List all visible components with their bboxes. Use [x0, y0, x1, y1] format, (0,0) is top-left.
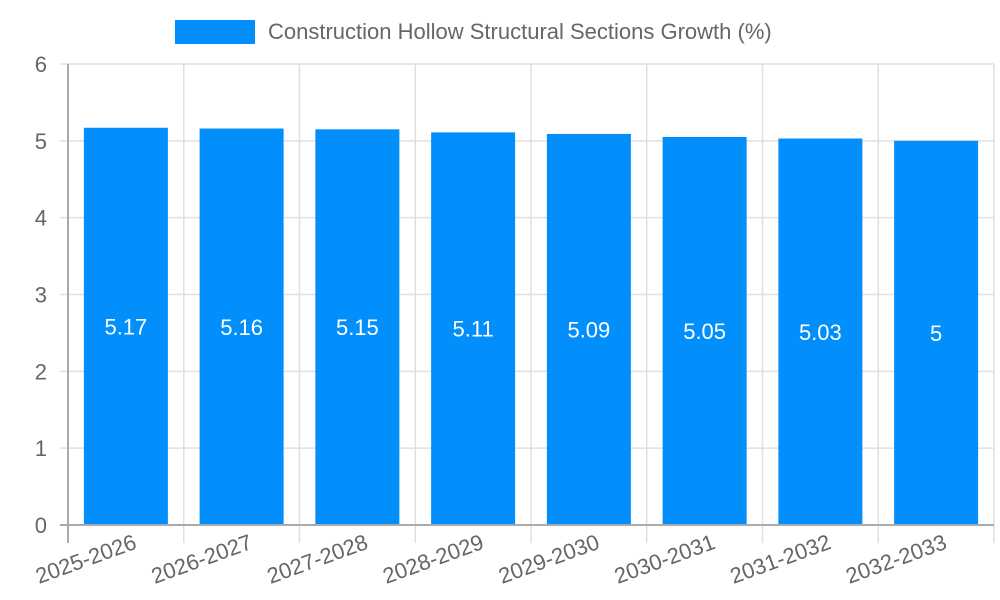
x-tick-label: 2027-2028	[264, 529, 371, 588]
bar[interactable]	[83, 127, 168, 525]
y-tick-label: 0	[35, 513, 47, 538]
y-tick-label: 1	[35, 436, 47, 461]
x-tick-label: 2031-2032	[727, 529, 834, 588]
bar-value-label: 5.03	[799, 320, 842, 345]
x-tick-label: 2030-2031	[611, 529, 718, 588]
bar-value-label: 5.09	[567, 317, 610, 342]
legend-label: Construction Hollow Structural Sections …	[268, 19, 772, 44]
y-tick-label: 6	[35, 52, 47, 77]
bar-value-label: 5.15	[336, 315, 379, 340]
legend[interactable]: Construction Hollow Structural Sections …	[175, 19, 772, 44]
x-tick-label: 2028-2029	[379, 529, 486, 588]
y-tick-label: 3	[35, 283, 47, 308]
y-tick-label: 4	[35, 206, 47, 231]
y-tick-label: 5	[35, 129, 47, 154]
y-tick-label: 2	[35, 359, 47, 384]
bar-value-label: 5.11	[453, 317, 494, 342]
bar-value-label: 5.17	[104, 314, 147, 339]
bar-value-label: 5.05	[683, 319, 726, 344]
legend-swatch	[175, 20, 255, 44]
bar[interactable]	[778, 138, 863, 526]
bar[interactable]	[894, 140, 979, 526]
x-tick-label: 2025-2026	[32, 529, 139, 588]
x-tick-label: 2026-2027	[148, 529, 255, 588]
bar[interactable]	[546, 133, 631, 525]
bar-value-label: 5.16	[220, 315, 263, 340]
bar[interactable]	[662, 136, 747, 525]
x-tick-label: 2029-2030	[495, 529, 602, 588]
x-tick-label: 2032-2033	[842, 529, 949, 588]
bar-value-label: 5	[930, 321, 942, 346]
bar[interactable]	[315, 129, 400, 525]
bar[interactable]	[431, 132, 516, 526]
bar[interactable]	[199, 128, 284, 526]
